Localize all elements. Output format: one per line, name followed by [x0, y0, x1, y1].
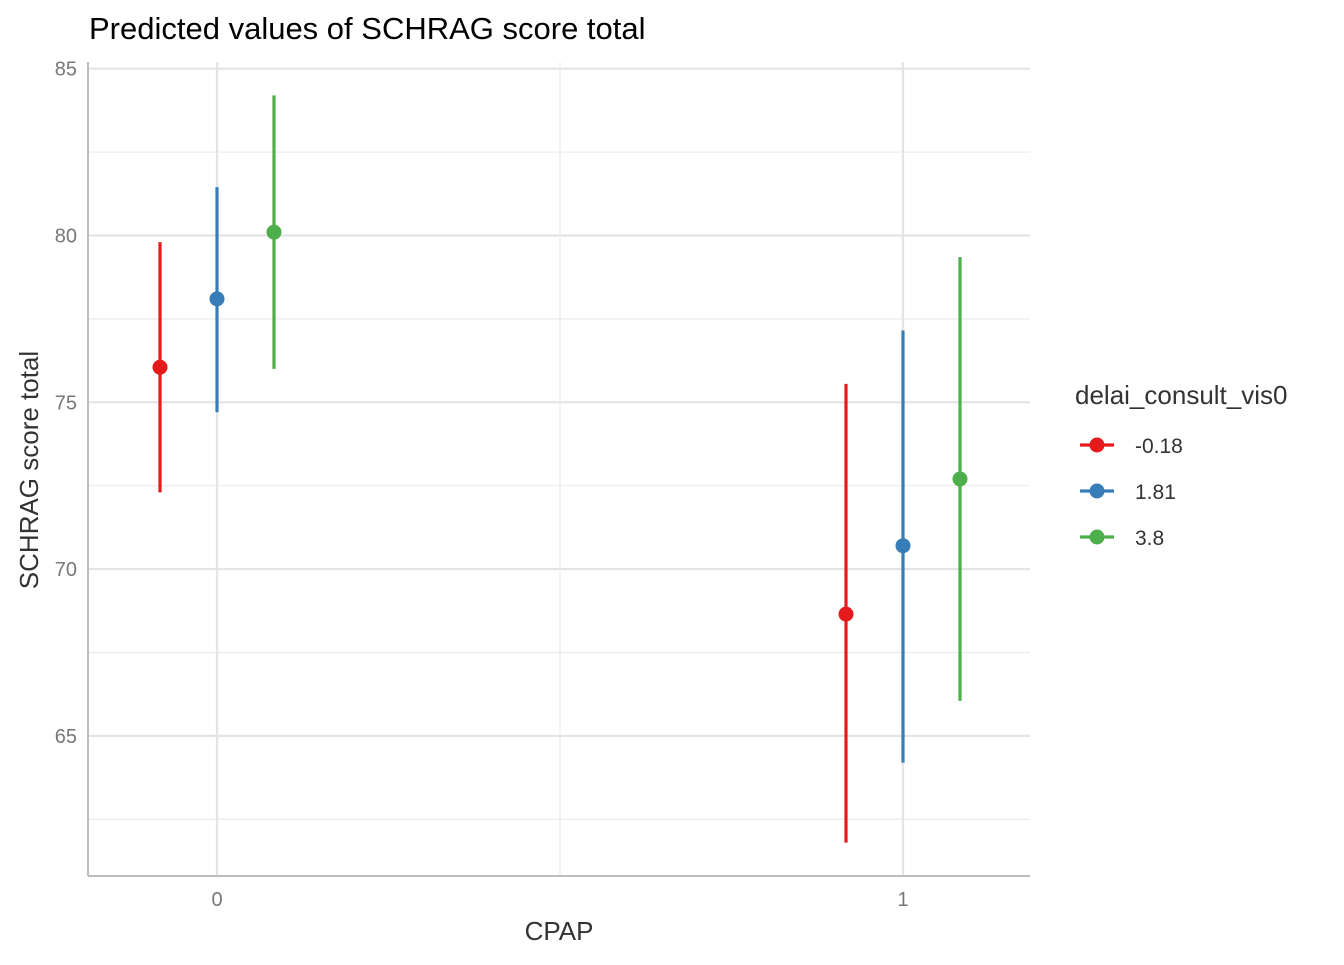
- legend-point: [1089, 437, 1105, 453]
- chart-title: Predicted values of SCHRAG score total: [89, 11, 646, 46]
- legend-label: -0.18: [1135, 435, 1183, 458]
- data-point: [952, 471, 968, 487]
- y-tick-label: 85: [55, 59, 77, 81]
- data-point: [838, 606, 854, 622]
- x-tick-label: 0: [211, 889, 222, 911]
- y-tick-label: 70: [55, 559, 77, 581]
- grid: [88, 62, 1030, 876]
- x-tick-label: 1: [897, 889, 908, 911]
- legend-label: 3.8: [1135, 527, 1164, 550]
- y-tick-label: 80: [55, 225, 77, 247]
- legend-label: 1.81: [1135, 481, 1176, 504]
- data-point: [209, 291, 225, 307]
- legend-point: [1089, 483, 1105, 499]
- legend-title: delai_consult_vis0: [1075, 380, 1287, 410]
- y-tick-label: 75: [55, 392, 77, 414]
- legend-items: -0.18 1.81 3.8: [1080, 435, 1183, 550]
- y-axis-label: SCHRAG score total: [14, 351, 44, 589]
- x-axis-label: CPAP: [525, 916, 594, 946]
- data-point: [152, 359, 168, 375]
- data-point: [895, 538, 911, 554]
- y-tick-label: 65: [55, 726, 77, 748]
- data-point: [266, 224, 282, 240]
- legend: delai_consult_vis0 -0.18 1.81 3.8: [1075, 380, 1287, 550]
- data-layer: [152, 95, 968, 843]
- axes: 65 70 75 80 85 0 1: [55, 59, 1030, 911]
- legend-point: [1089, 529, 1105, 545]
